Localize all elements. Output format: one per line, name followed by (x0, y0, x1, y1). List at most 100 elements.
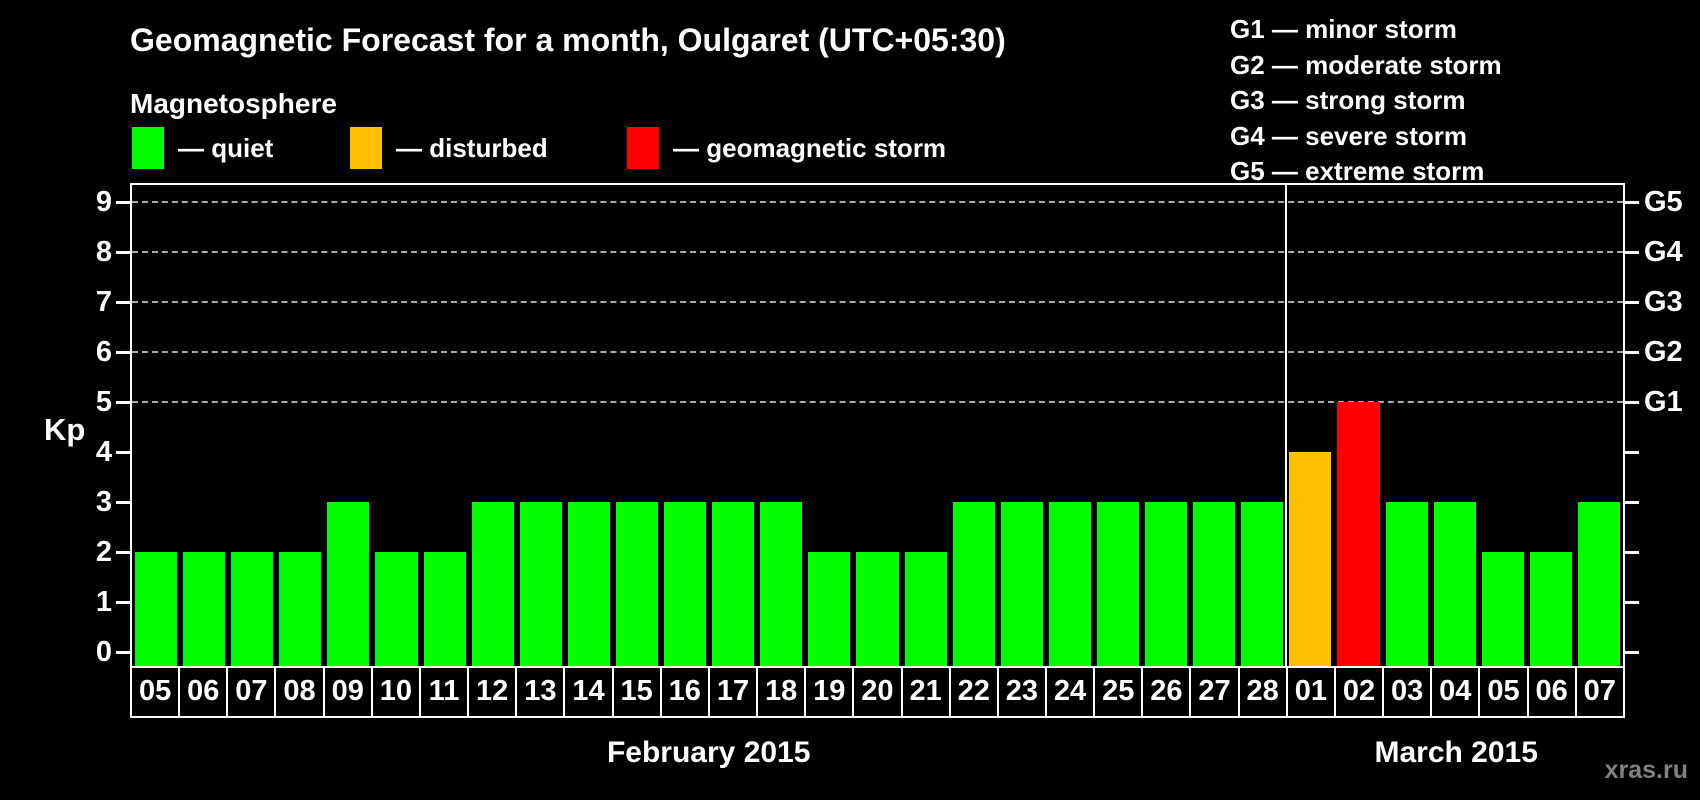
date-cell-feb-20: 20 (854, 666, 903, 718)
kp-bar-14 (567, 502, 610, 666)
date-cell-feb-28: 28 (1239, 666, 1288, 718)
date-cell-feb-06: 06 (180, 666, 229, 718)
date-cell-feb-07: 07 (228, 666, 277, 718)
y-tick-label-7: 7 (95, 286, 112, 318)
date-cell-mar-01: 01 (1287, 666, 1336, 718)
gridline-kp7 (132, 301, 1623, 303)
kp-bar-27 (1193, 502, 1236, 666)
date-cell-feb-08: 08 (276, 666, 325, 718)
disturbed-color-swatch (350, 127, 382, 169)
left-tick-9 (116, 200, 130, 204)
left-tick-8 (116, 250, 130, 254)
date-cell-feb-19: 19 (806, 666, 855, 718)
gridline-kp5 (132, 401, 1623, 403)
page-title: Geomagnetic Forecast for a month, Oulgar… (130, 22, 1006, 58)
kp-bar-09 (327, 502, 370, 666)
kp-bar-11 (423, 552, 466, 666)
kp-bar-17 (712, 502, 755, 666)
storm-scale-g2: G2 — moderate storm (1230, 49, 1502, 80)
y-tick-label-8: 8 (95, 236, 112, 268)
date-cell-feb-10: 10 (372, 666, 421, 718)
legend-item-quiet: — quiet (132, 126, 273, 170)
kp-bar-21 (904, 552, 947, 666)
kp-bar-02 (1337, 402, 1380, 666)
right-tick-3 (1625, 500, 1639, 504)
right-tick-2 (1625, 550, 1639, 554)
gridline-kp6 (132, 351, 1623, 353)
left-tick-6 (116, 350, 130, 354)
kp-bar-04 (1433, 502, 1476, 666)
date-cell-mar-02: 02 (1335, 666, 1385, 718)
date-cell-mar-03: 03 (1384, 666, 1433, 718)
kp-bar-18 (760, 502, 803, 666)
y-axis-label: Kp (44, 412, 86, 447)
y-tick-label-2: 2 (95, 536, 112, 568)
kp-bar-01 (1289, 452, 1332, 666)
date-cell-feb-21: 21 (902, 666, 951, 718)
legend-item-disturbed: — disturbed (350, 126, 548, 170)
storm-scale-g1: G1 — minor storm (1230, 14, 1457, 44)
date-cell-feb-27: 27 (1191, 666, 1240, 718)
legend-item-storm: — geomagnetic storm (627, 126, 946, 170)
kp-bar-05 (1481, 552, 1524, 666)
kp-bar-07 (231, 552, 274, 666)
y-tick-label-9: 9 (95, 186, 112, 218)
date-cell-feb-11: 11 (420, 666, 470, 718)
plot-inner (132, 185, 1623, 666)
right-axis-label-g2: G2 (1644, 336, 1683, 368)
date-cell-feb-14: 14 (565, 666, 614, 718)
right-axis-label-g5: G5 (1644, 186, 1683, 218)
date-cell-feb-23: 23 (998, 666, 1047, 718)
storm-color-swatch (627, 127, 659, 169)
left-tick-5 (116, 400, 130, 404)
date-cell-mar-04: 04 (1432, 666, 1481, 718)
left-tick-7 (116, 300, 130, 304)
right-tick-9 (1625, 200, 1639, 204)
kp-bar-15 (615, 502, 659, 666)
right-tick-0 (1625, 650, 1639, 654)
quiet-color-swatch (132, 127, 164, 169)
kp-bar-25 (1096, 502, 1140, 666)
date-cell-feb-05: 05 (130, 666, 181, 718)
right-tick-8 (1625, 250, 1639, 254)
y-tick-label-0: 0 (95, 636, 112, 668)
legend-label-disturbed: — disturbed (396, 132, 548, 163)
date-cell-feb-18: 18 (758, 666, 807, 718)
kp-bar-12 (471, 502, 514, 666)
kp-bar-26 (1145, 502, 1188, 666)
date-cell-feb-16: 16 (661, 666, 710, 718)
kp-bar-16 (664, 502, 707, 666)
right-axis-label-g3: G3 (1644, 286, 1683, 318)
right-tick-4 (1625, 450, 1639, 454)
storm-scale-g4: G4 — severe storm (1230, 120, 1468, 151)
plot-area (130, 183, 1625, 668)
right-tick-6 (1625, 350, 1639, 354)
date-cell-feb-13: 13 (517, 666, 566, 718)
left-tick-3 (116, 500, 130, 504)
date-cell-feb-12: 12 (469, 666, 518, 718)
date-cell-feb-26: 26 (1143, 666, 1192, 718)
date-cell-feb-09: 09 (324, 666, 373, 718)
date-cell-mar-06: 06 (1528, 666, 1577, 718)
left-tick-0 (116, 650, 130, 654)
date-cell-mar-05: 05 (1480, 666, 1529, 718)
gridline-kp8 (132, 251, 1623, 253)
month-separator-line (1285, 185, 1288, 666)
date-cell-feb-17: 17 (709, 666, 759, 718)
month-label-february: February 2015 (606, 736, 811, 769)
right-tick-1 (1625, 600, 1639, 604)
y-tick-label-4: 4 (95, 436, 112, 468)
y-tick-label-1: 1 (95, 586, 112, 618)
left-tick-1 (116, 600, 130, 604)
right-tick-5 (1625, 400, 1639, 404)
right-axis-label-g4: G4 (1644, 236, 1683, 268)
gridline-kp9 (132, 201, 1623, 203)
date-cell-mar-07: 07 (1576, 666, 1625, 718)
legend-label-storm: — geomagnetic storm (673, 132, 947, 163)
legend-label-quiet: — quiet (178, 132, 274, 163)
right-tick-7 (1625, 300, 1639, 304)
y-tick-label-5: 5 (95, 386, 112, 418)
kp-bar-06 (1529, 552, 1572, 666)
storm-scale-legend: G1 — minor storm G2 — moderate storm G3 … (1230, 12, 1502, 190)
